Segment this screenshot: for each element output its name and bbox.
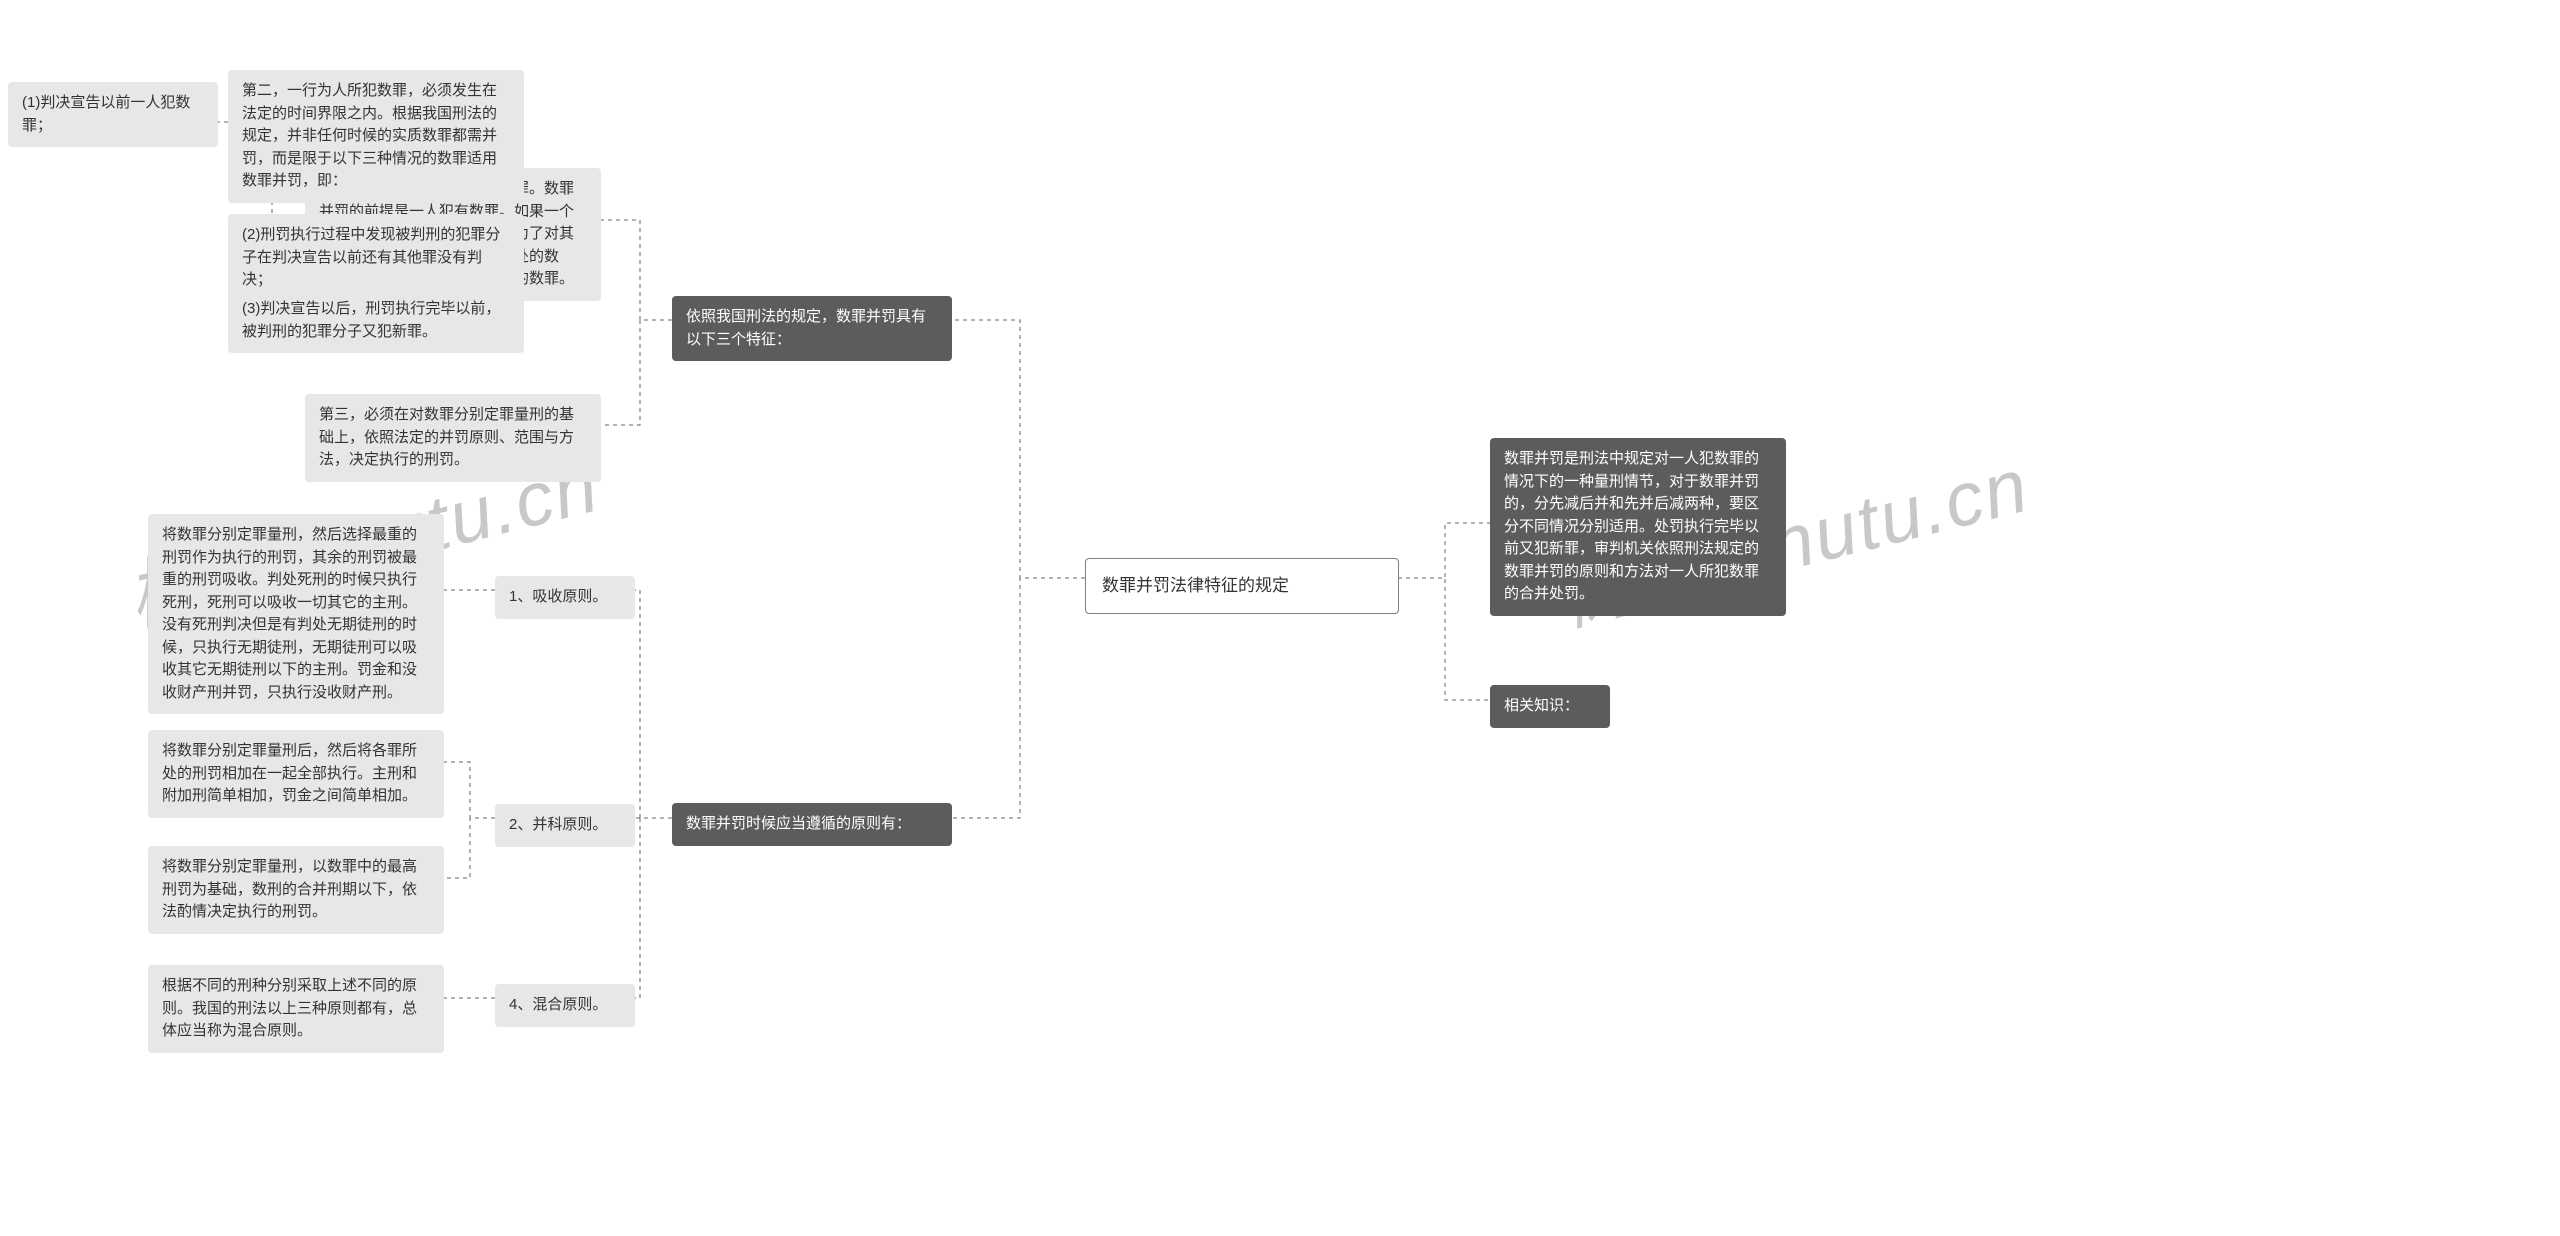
related-node: 相关知识： — [1490, 685, 1610, 728]
features-heading: 依照我国刑法的规定，数罪并罚具有以下三个特征： — [672, 296, 952, 361]
feature2-sub3: (3)判决宣告以后，刑罚执行完毕以前，被判刑的犯罪分子又犯新罪。 — [228, 288, 524, 353]
summary-node: 数罪并罚是刑法中规定对一人犯数罪的情况下的一种量刑情节，对于数罪并罚的，分先减后… — [1490, 438, 1786, 616]
p2-text1: 将数罪分别定罪量刑后，然后将各罪所处的刑罚相加在一起全部执行。主刑和附加刑简单相… — [148, 730, 444, 818]
principles-heading: 数罪并罚时候应当遵循的原则有： — [672, 803, 952, 846]
p4-label: 4、混合原则。 — [495, 984, 635, 1027]
p1-label: 1、吸收原则。 — [495, 576, 635, 619]
p1-text: 将数罪分别定罪量刑，然后选择最重的刑罚作为执行的刑罚，其余的刑罚被最重的刑罚吸收… — [148, 514, 444, 714]
p2-label: 2、并科原则。 — [495, 804, 635, 847]
feature2-node: 第二，一行为人所犯数罪，必须发生在法定的时间界限之内。根据我国刑法的规定，并非任… — [228, 70, 524, 203]
root-node: 数罪并罚法律特征的规定 — [1085, 558, 1399, 614]
feature2-sub1: (1)判决宣告以前一人犯数罪； — [8, 82, 218, 147]
feature3-node: 第三，必须在对数罪分别定罪量刑的基础上，依照法定的并罚原则、范围与方法，决定执行… — [305, 394, 601, 482]
p4-text: 根据不同的刑种分别采取上述不同的原则。我国的刑法以上三种原则都有，总体应当称为混… — [148, 965, 444, 1053]
p2-text2: 将数罪分别定罪量刑，以数罪中的最高刑罚为基础，数刑的合并刑期以下，依法酌情决定执… — [148, 846, 444, 934]
